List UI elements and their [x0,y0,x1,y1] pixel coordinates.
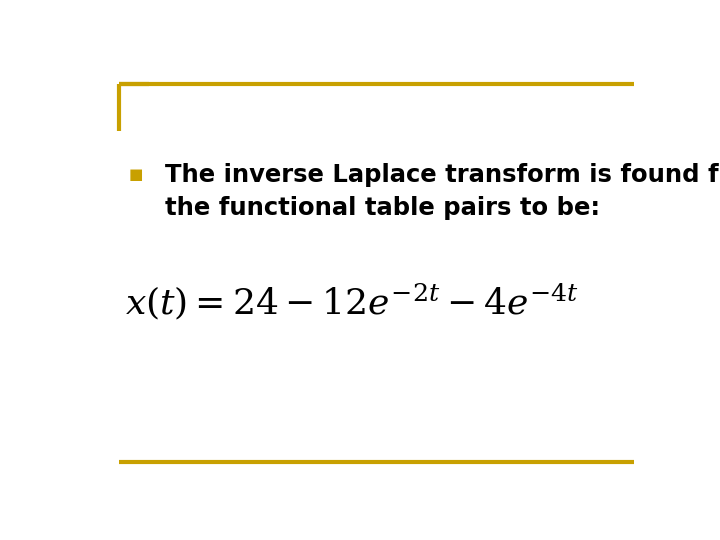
Text: The inverse Laplace transform is found from: The inverse Laplace transform is found f… [166,163,720,187]
Text: $x(t) = 24 - 12e^{-2t} - 4e^{-4t}$: $x(t) = 24 - 12e^{-2t} - 4e^{-4t}$ [125,281,579,322]
Text: the functional table pairs to be:: the functional table pairs to be: [166,196,600,220]
Text: ■: ■ [129,167,143,183]
